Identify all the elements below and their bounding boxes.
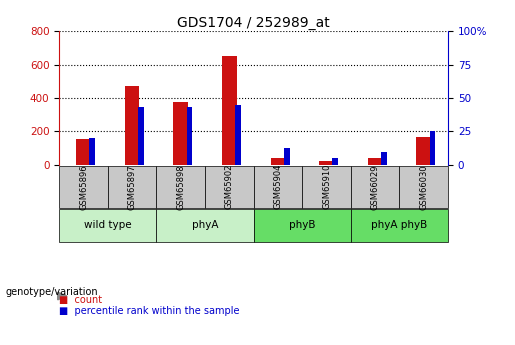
Text: GSM65904: GSM65904 bbox=[273, 164, 282, 209]
Text: phyA phyB: phyA phyB bbox=[371, 220, 427, 230]
Bar bbox=[157, 209, 253, 242]
Bar bbox=[205, 166, 253, 208]
Bar bbox=[284, 148, 289, 165]
Text: GSM65898: GSM65898 bbox=[176, 164, 185, 210]
Bar bbox=[253, 209, 351, 242]
Text: ■  count: ■ count bbox=[59, 295, 102, 305]
Bar bbox=[138, 107, 144, 165]
Text: genotype/variation: genotype/variation bbox=[5, 287, 98, 296]
Text: ■  percentile rank within the sample: ■ percentile rank within the sample bbox=[59, 306, 239, 315]
Text: GSM65897: GSM65897 bbox=[128, 164, 136, 210]
Bar bbox=[90, 138, 95, 165]
Bar bbox=[76, 139, 91, 165]
Bar bbox=[222, 56, 236, 165]
Bar bbox=[125, 86, 140, 165]
Bar bbox=[351, 209, 448, 242]
Bar bbox=[59, 209, 157, 242]
Text: GSM65896: GSM65896 bbox=[79, 164, 88, 210]
Text: GSM66029: GSM66029 bbox=[371, 164, 380, 209]
Bar bbox=[174, 102, 188, 165]
Text: phyA: phyA bbox=[192, 220, 218, 230]
Text: GSM66030: GSM66030 bbox=[419, 164, 428, 210]
Polygon shape bbox=[58, 292, 67, 300]
Text: GSM65902: GSM65902 bbox=[225, 164, 234, 209]
Bar bbox=[253, 166, 302, 208]
Text: wild type: wild type bbox=[84, 220, 132, 230]
Bar bbox=[108, 166, 157, 208]
Bar bbox=[59, 166, 108, 208]
Bar bbox=[235, 105, 241, 165]
Bar bbox=[430, 131, 435, 165]
Title: GDS1704 / 252989_at: GDS1704 / 252989_at bbox=[177, 16, 330, 30]
Bar bbox=[368, 158, 383, 165]
Bar bbox=[351, 166, 400, 208]
Bar bbox=[400, 166, 448, 208]
Bar bbox=[186, 107, 193, 165]
Text: GSM65910: GSM65910 bbox=[322, 164, 331, 209]
Bar bbox=[417, 137, 431, 165]
Bar bbox=[319, 161, 334, 165]
Text: phyB: phyB bbox=[289, 220, 316, 230]
Bar bbox=[302, 166, 351, 208]
Bar bbox=[271, 158, 285, 165]
Bar bbox=[332, 158, 338, 165]
Bar bbox=[157, 166, 205, 208]
Bar bbox=[381, 151, 387, 165]
